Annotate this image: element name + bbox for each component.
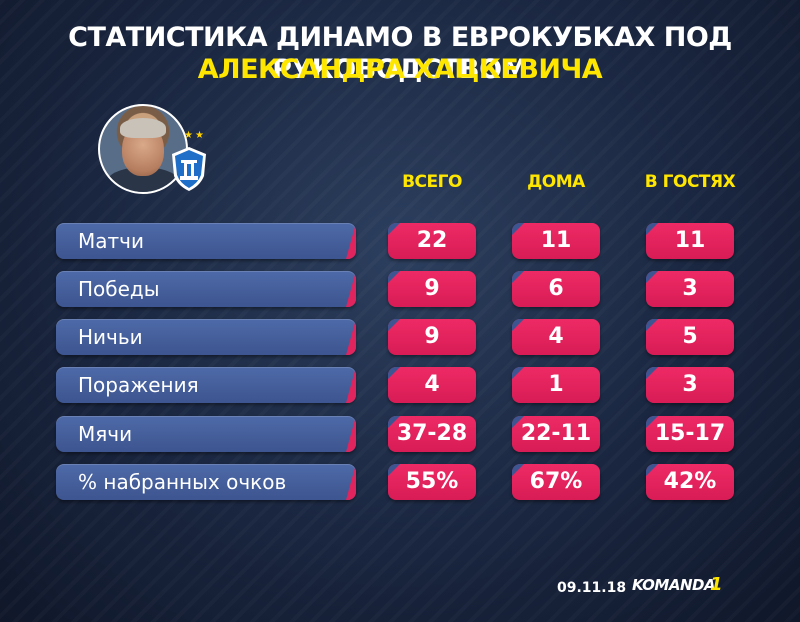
stat-value: 55%	[405, 469, 459, 494]
stat-cell-accent	[512, 464, 524, 476]
stat-cell: 3	[646, 367, 734, 403]
row-label-text: Матчи	[78, 229, 144, 253]
stat-cell: 5	[646, 319, 734, 355]
star-icon: ★	[195, 130, 204, 141]
row-label-text: % набранных очков	[78, 470, 287, 494]
stat-cell: 4	[388, 367, 476, 403]
stat-cell: 11	[646, 223, 734, 259]
stat-value: 22	[416, 228, 448, 253]
row-label: Мячи	[56, 416, 356, 452]
stat-cell-accent	[646, 319, 658, 331]
stat-cell: 22	[388, 223, 476, 259]
stat-cell: 15-17	[646, 416, 734, 452]
row-label-accent	[346, 319, 356, 355]
stat-cell-accent	[512, 223, 524, 235]
stat-value: 67%	[529, 469, 583, 494]
stat-cell-accent	[512, 367, 524, 379]
stat-cell: 4	[512, 319, 600, 355]
stat-value: 22-11	[520, 421, 592, 446]
stat-cell: 37-28	[388, 416, 476, 452]
stat-value: 3	[682, 276, 698, 301]
row-label: % набранных очков	[56, 464, 356, 500]
stat-cell-accent	[388, 367, 400, 379]
row-label-accent	[346, 223, 356, 259]
column-header: ДОМА	[527, 172, 585, 192]
star-icon: ★	[184, 130, 193, 141]
stat-cell: 67%	[512, 464, 600, 500]
stat-value: 6	[548, 276, 564, 301]
stat-cell-accent	[646, 223, 658, 235]
stat-cell-accent	[646, 367, 658, 379]
stat-cell: 55%	[388, 464, 476, 500]
stat-value: 4	[548, 324, 564, 349]
row-label-text: Ничьи	[78, 325, 143, 349]
stat-cell-accent	[512, 271, 524, 283]
stat-value: 11	[674, 228, 706, 253]
avatar-hair	[120, 118, 166, 138]
stat-cell-accent	[512, 319, 524, 331]
stat-cell-accent	[388, 319, 400, 331]
row-label-accent	[346, 464, 356, 500]
stat-cell-accent	[388, 416, 400, 428]
page-subtitle: АЛЕКСАНДРА ХАЦКЕВИЧА	[197, 54, 603, 85]
stat-cell: 3	[646, 271, 734, 307]
date-label: 09.11.18	[557, 580, 627, 596]
stat-cell-accent	[388, 271, 400, 283]
stat-value: 11	[540, 228, 572, 253]
column-header: В ГОСТЯХ	[644, 172, 736, 192]
row-label-text: Победы	[78, 277, 160, 301]
stat-value: 5	[682, 324, 698, 349]
stat-cell-accent	[646, 464, 658, 476]
row-label: Победы	[56, 271, 356, 307]
stat-value: 42%	[663, 469, 717, 494]
stat-value: 9	[424, 276, 440, 301]
row-label-accent	[346, 271, 356, 307]
column-header: ВСЕГО	[402, 172, 462, 192]
row-label-accent	[346, 367, 356, 403]
stat-value: 4	[424, 372, 440, 397]
stat-value: 37-28	[396, 421, 468, 446]
stat-cell-accent	[388, 223, 400, 235]
stat-cell: 42%	[646, 464, 734, 500]
row-label-text: Поражения	[78, 373, 199, 397]
stat-value: 9	[424, 324, 440, 349]
row-label: Матчи	[56, 223, 356, 259]
row-label: Ничьи	[56, 319, 356, 355]
stat-value: 15-17	[654, 421, 726, 446]
stat-cell: 9	[388, 319, 476, 355]
stat-cell-accent	[646, 271, 658, 283]
brand-logo-number: 1	[710, 574, 723, 595]
brand-logo: KOMANDA	[632, 576, 716, 594]
stat-value: 3	[682, 372, 698, 397]
stat-cell: 9	[388, 271, 476, 307]
coach-avatar	[98, 104, 188, 194]
stat-cell: 1	[512, 367, 600, 403]
dynamo-logo-icon	[172, 147, 206, 191]
stat-cell-accent	[388, 464, 400, 476]
stat-value: 1	[548, 372, 564, 397]
stat-cell-accent	[512, 416, 524, 428]
row-label-text: Мячи	[78, 422, 133, 446]
row-label: Поражения	[56, 367, 356, 403]
row-label-accent	[346, 416, 356, 452]
stat-cell: 6	[512, 271, 600, 307]
stat-cell: 22-11	[512, 416, 600, 452]
stat-cell-accent	[646, 416, 658, 428]
stat-cell: 11	[512, 223, 600, 259]
page-title: СТАТИСТИКА ДИНАМО В ЕВРОКУБКАХ ПОД РУКОВ…	[68, 22, 732, 85]
